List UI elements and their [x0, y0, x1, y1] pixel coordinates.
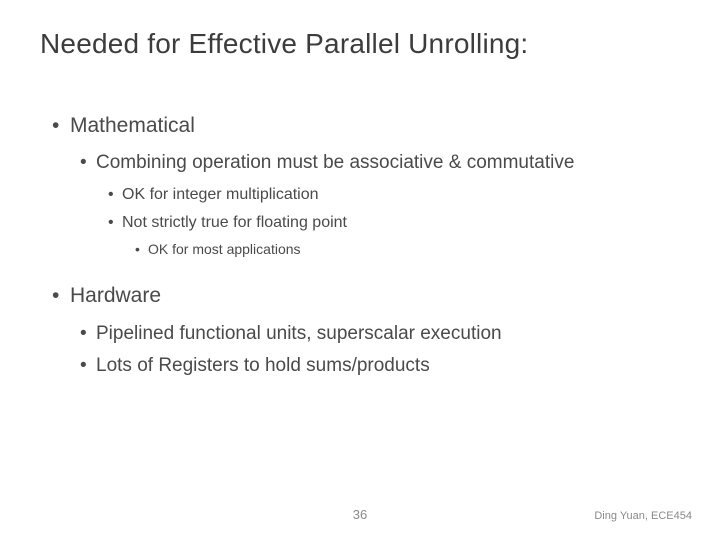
bullet-l1: Mathematical: [70, 112, 680, 140]
bullet-l4: OK for most applications: [148, 239, 680, 260]
slide: Needed for Effective Parallel Unrolling:…: [0, 0, 720, 540]
bullet-l3: OK for integer multiplication: [122, 183, 680, 206]
bullet-l2: Combining operation must be associative …: [96, 150, 680, 177]
bullet-l2: Pipelined functional units, superscalar …: [96, 321, 680, 348]
slide-title: Needed for Effective Parallel Unrolling:: [40, 28, 680, 60]
bullet-l3: Not strictly true for floating point: [122, 211, 680, 234]
bullet-list: Mathematical Combining operation must be…: [40, 112, 680, 380]
bullet-l2: Lots of Registers to hold sums/products: [96, 353, 680, 380]
footer-credit: Ding Yuan, ECE454: [594, 510, 692, 522]
bullet-l1: Hardware: [70, 282, 680, 310]
